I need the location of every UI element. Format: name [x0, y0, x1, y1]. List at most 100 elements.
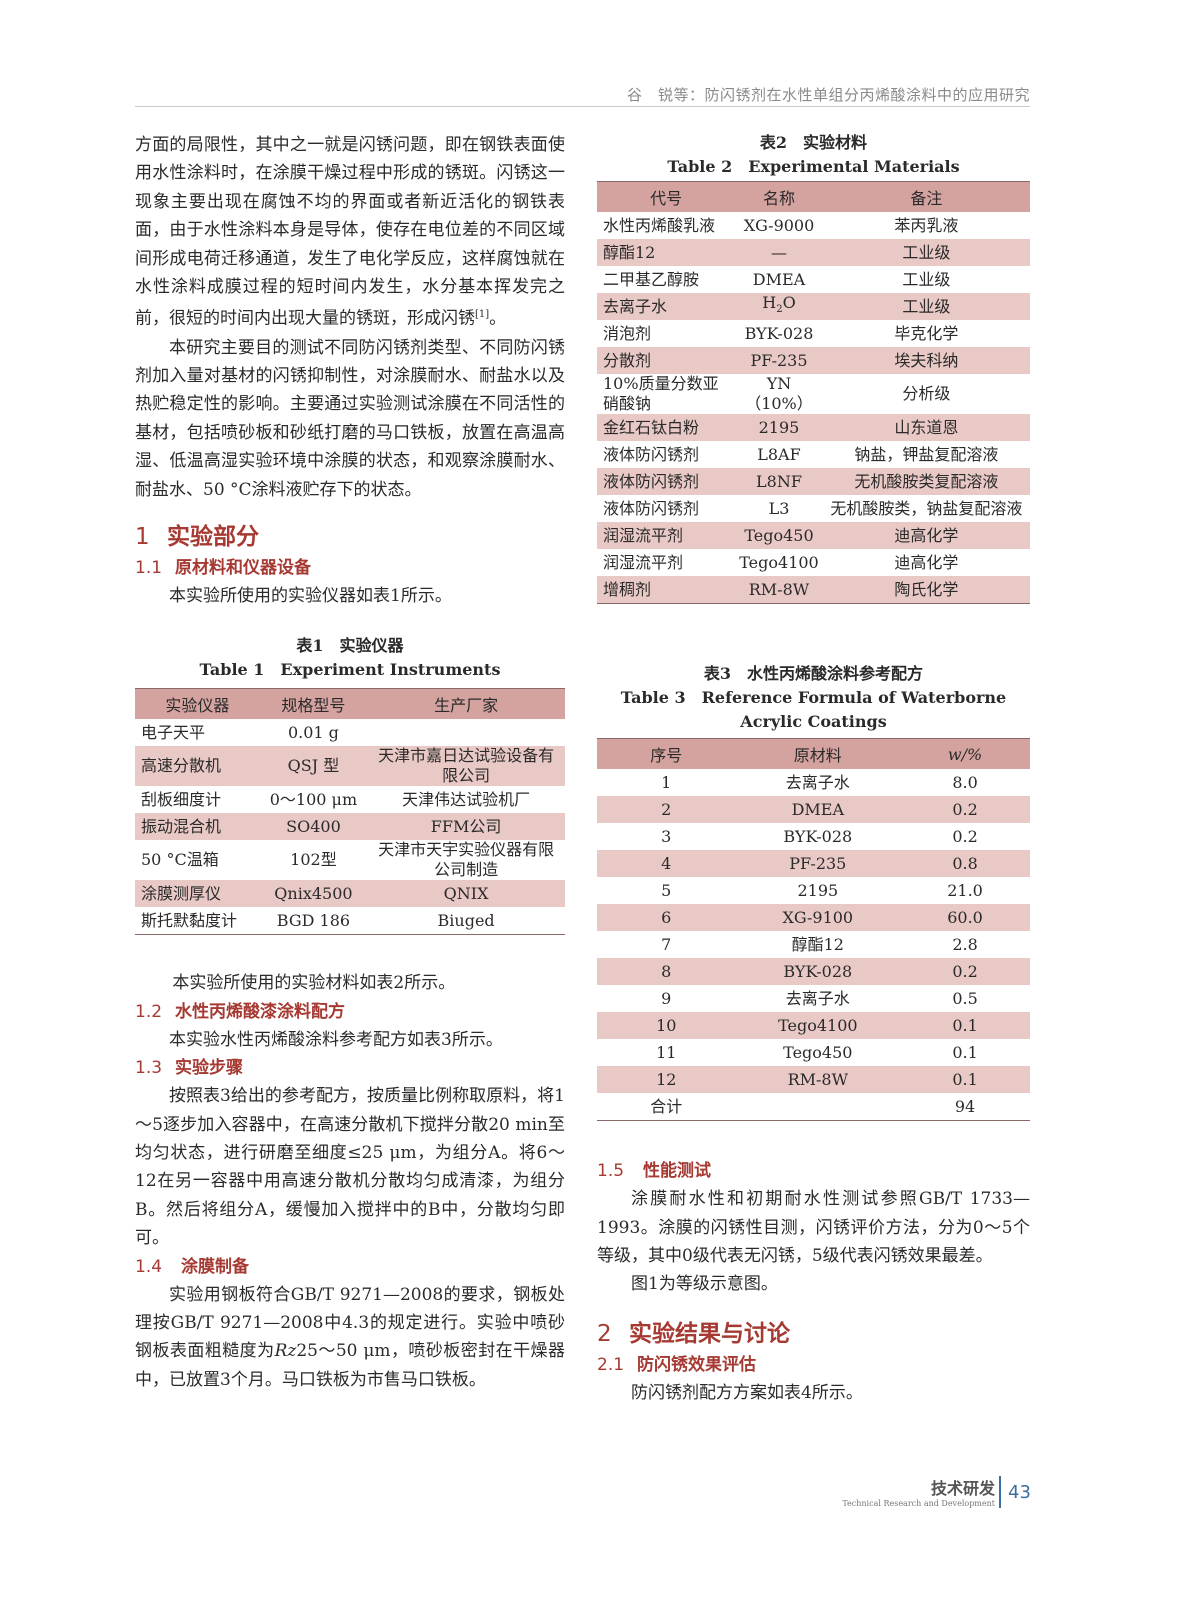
intro-end: 。: [489, 309, 507, 330]
table-row: 润湿流平剂 Tego450 迪高化学: [597, 522, 1030, 550]
section-number: 2.1: [597, 1354, 625, 1375]
table-cell: 0.1: [952, 1042, 978, 1062]
text-part: 实验用钢板符合GB/T 9271—2008的要求，钢板处理按GB/T 9271—…: [135, 1284, 565, 1362]
section-1-2-text: 本实验水性丙烯酸涂料参考配方如表3所示。: [169, 1029, 503, 1050]
table-cell: 工业级: [822, 293, 1030, 321]
table-cell: 9: [661, 988, 672, 1008]
section-1-2-heading: 1.2 水性丙烯酸漆涂料配方: [135, 998, 565, 1026]
table-cell: 消泡剂: [603, 323, 652, 343]
intro-paragraph-2: 本研究主要目的测试不同防闪锈剂类型、不同防闪锈剂加入量对基材的闪锈抑制性，对涂膜…: [135, 337, 565, 500]
table-row: 润湿流平剂 Tego4100 迪高化学: [597, 549, 1030, 576]
column-header: 代号: [597, 181, 736, 212]
table-cell: 6: [597, 904, 736, 932]
column-header: 规格型号: [259, 688, 368, 720]
section-title: 性能测试: [643, 1161, 711, 1182]
table-cell: 0.1: [900, 1012, 1030, 1040]
table-cell: 液体防闪锈剂: [603, 498, 700, 518]
table-cell: 刮板细度计: [141, 789, 222, 809]
table-cell: 0.01 g: [287, 722, 339, 742]
section-title: 涂膜制备: [181, 1256, 249, 1277]
table-row: 消泡剂 BYK-028 毕克化学: [597, 320, 1030, 347]
column-header: 原材料: [735, 738, 901, 770]
section-number: 2: [597, 1320, 612, 1347]
section-1-4-heading: 1.4 涂膜制备: [135, 1253, 565, 1281]
table-cell: 二甲基乙醇胺: [603, 269, 700, 289]
table-cell: 迪高化学: [822, 522, 1030, 550]
column-header: 实验仪器: [135, 688, 260, 720]
table-cell: 斯托默黏度计: [135, 907, 260, 936]
table-cell: 增稠剂: [597, 576, 736, 605]
section-1-3-text: 按照表3给出的参考配方，按质量比例称取原料，将1～5逐步加入容器中，在高速分散机…: [135, 1086, 565, 1249]
column-header: 序号: [597, 738, 736, 770]
table-cell: 10: [597, 1012, 736, 1040]
table-cell: 天津伟达试验机厂: [402, 789, 531, 809]
subscript: 2: [776, 304, 783, 316]
section-1-1-heading: 1.1 原材料和仪器设备: [135, 554, 565, 582]
table-cell: 电子天平: [141, 722, 206, 742]
table-row: 8 BYK-028 0.2: [597, 958, 1030, 986]
section-1-1-text: 本实验所使用的实验仪器如表1所示。: [169, 585, 452, 606]
materials-table: 代号 名称 备注 水性丙烯酸乳液 XG-9000 苯丙乳液 醇酯12— 工业级 二甲基乙醇胺 DM…: [597, 181, 1030, 605]
column-header: 生产厂家: [367, 688, 565, 720]
table-row: 刮板细度计 0～100 μm 天津伟达试验机厂: [135, 786, 565, 813]
citation-ref: [1]: [475, 309, 490, 321]
table-row: 涂膜测厚仪 Qnix4500 QNIX: [135, 880, 565, 908]
section-title: 实验结果与讨论: [629, 1320, 790, 1347]
table-cell: QNIX: [367, 880, 565, 908]
right-column-lower: 1.5 性能测试 涂膜耐水性和初期耐水性测试参照GB/T 1733—1993。涂膜…: [597, 1157, 1030, 1407]
table-cell: 陶氏化学: [822, 576, 1030, 605]
table-cell: BGD 186: [259, 907, 368, 936]
table-row: 12 RM-8W 0.1: [597, 1066, 1030, 1094]
section-number: 1.1: [135, 557, 163, 578]
table-cell: 4: [597, 850, 736, 878]
section-2-heading: 2 实验结果与讨论: [597, 1317, 1030, 1351]
table-1-title-cn: 表1 实验仪器: [296, 636, 404, 656]
table-cell: Tego4100: [739, 552, 819, 572]
table-row: 金红石钛白粉 2195 山东道恩: [597, 414, 1030, 442]
table-cell: 液体防闪锈剂: [597, 468, 736, 496]
table-cell: 水性丙烯酸乳液: [603, 215, 716, 235]
table-cell: 金红石钛白粉: [597, 414, 736, 442]
table-cell: 8.0: [952, 772, 978, 792]
table-cell: L8NF: [735, 468, 823, 496]
table-row: 10%质量分数亚硝酸钠 YN（10%） 分析级: [597, 374, 1030, 414]
table-cell: 2.8: [952, 934, 978, 954]
table-row: 醇酯12— 工业级: [597, 239, 1030, 266]
table-cell: Tego450: [735, 522, 823, 550]
section-1-5-heading: 1.5 性能测试: [597, 1157, 1030, 1185]
table-2-title-en: Table 2 Experimental Materials: [667, 157, 960, 176]
table-cell: PF-235: [735, 347, 823, 375]
table-cell: 2195: [735, 414, 823, 442]
table-cell: Tego450: [783, 1042, 853, 1062]
footer-divider: [999, 1476, 1001, 1508]
after-table-1-text: 本实验所使用的实验材料如表2所示。: [172, 973, 456, 994]
column-header: 名称: [735, 181, 823, 212]
table-3-title-en: Table 3 Reference Formula of Waterborne …: [620, 688, 1007, 732]
table-cell: 50 °C温箱: [141, 850, 219, 870]
table-1: 表1 实验仪器 Table 1 Experiment Instruments 实…: [135, 634, 565, 936]
table-1-title-en: Table 1 Experiment Instruments: [199, 660, 501, 680]
table-cell: 2: [597, 796, 736, 824]
right-column: 表2 实验材料 Table 2 Experimental Materials 代…: [597, 131, 1030, 1407]
table-cell: [367, 719, 565, 746]
table-cell: 10%质量分数亚硝酸钠: [603, 374, 719, 414]
table-cell: L3: [768, 498, 790, 518]
table-cell: 11: [656, 1042, 677, 1062]
table-row: 液体防闪锈剂 L8AF 钠盐，钾盐复配溶液: [597, 441, 1030, 468]
table-row: 增稠剂 RM-8W 陶氏化学: [597, 576, 1030, 605]
table-row: 7 醇酯12 2.8: [597, 931, 1030, 958]
section-1-3-heading: 1.3 实验步骤: [135, 1054, 565, 1082]
table-header-row: 实验仪器 规格型号 生产厂家: [135, 688, 565, 720]
table-cell: 毕克化学: [894, 323, 959, 343]
table-cell: 钠盐，钾盐复配溶液: [854, 444, 999, 464]
section-number: 1.3: [135, 1058, 163, 1079]
table-cell: XG-9100: [735, 904, 901, 932]
table-row: 9 去离子水 0.5: [597, 985, 1030, 1012]
table-row: 5 2195 21.0: [597, 877, 1030, 904]
table-cell: Qnix4500: [259, 880, 368, 908]
table-header-row: 代号 名称 备注: [597, 181, 1030, 212]
left-column: 方面的局限性，其中之一就是闪锈问题，即在钢铁表面使用水性涂料时，在涂膜干燥过程中…: [135, 131, 565, 1394]
section-number: 1: [135, 523, 150, 550]
column-header: w/%: [900, 738, 1030, 770]
table-cell: 液体防闪锈剂: [603, 444, 700, 464]
